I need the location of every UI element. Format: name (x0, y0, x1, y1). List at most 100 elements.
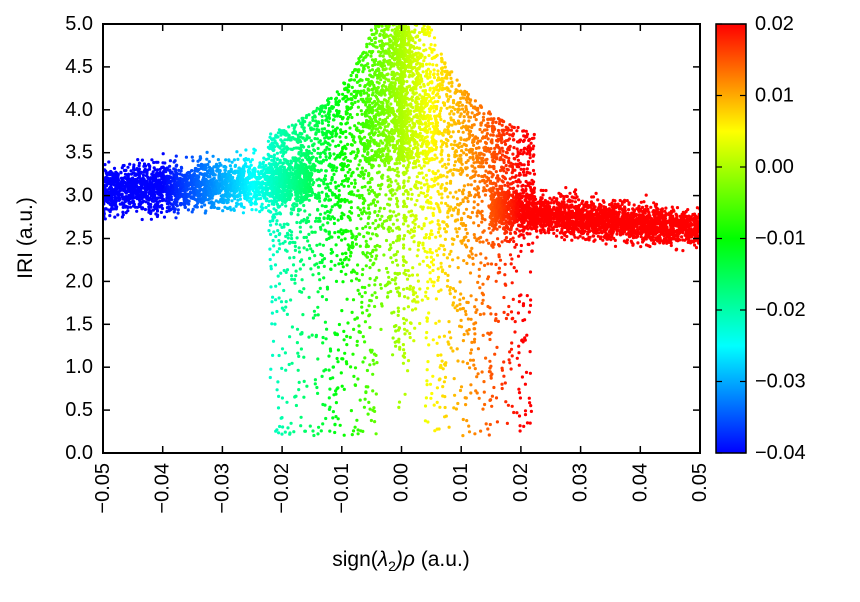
scatter-point (213, 173, 217, 177)
scatter-point (241, 186, 245, 190)
scatter-point (128, 162, 132, 166)
scatter-point (645, 204, 649, 208)
scatter-point (146, 201, 150, 206)
scatter-point (127, 178, 131, 182)
scatter-point (244, 148, 248, 152)
scatter-point (226, 188, 230, 192)
scatter-point (562, 238, 567, 242)
scatter-point (172, 167, 176, 171)
scatter-point (191, 207, 195, 211)
scatter-point (228, 164, 232, 168)
scatter-point (247, 166, 252, 170)
scatter-point (623, 206, 627, 210)
scatter-point (165, 192, 169, 196)
scatter-point (618, 230, 622, 235)
scatter-point (227, 170, 231, 174)
scatter-point (679, 214, 683, 219)
scatter-point (149, 186, 154, 190)
scatter-point (242, 164, 246, 168)
scatter-point (674, 233, 678, 237)
scatter-point (593, 238, 597, 242)
scatter-point (108, 182, 112, 186)
scatter-point (120, 184, 124, 188)
scatter-point (686, 208, 690, 212)
scatter-point (153, 193, 157, 197)
scatter-point (197, 189, 201, 193)
scatter-point (289, 159, 293, 163)
scatter-point (155, 168, 160, 172)
scatter-point (205, 198, 209, 202)
scatter-point (594, 191, 598, 195)
scatter-point (126, 209, 130, 213)
scatter-point (183, 174, 187, 178)
scatter-point (568, 191, 572, 195)
scatter-point (665, 220, 669, 224)
scatter-point (160, 203, 164, 208)
scatter-point (131, 186, 135, 190)
scatter-point (652, 201, 656, 205)
scatter-point (634, 235, 639, 239)
scatter-point (224, 176, 228, 180)
scatter-point (671, 220, 675, 225)
scatter-point (596, 208, 601, 212)
scatter-point (193, 204, 197, 208)
scatter-point (218, 169, 222, 173)
scatter-point (205, 157, 209, 161)
scatter-point (673, 229, 677, 233)
scatter-point (193, 177, 197, 181)
scatter-point (633, 228, 637, 233)
scatter-point (160, 166, 164, 170)
scatter-point (158, 173, 163, 178)
scatter-point (272, 202, 276, 206)
scatter-point (178, 190, 182, 194)
scatter-point (618, 198, 622, 203)
scatter-point (654, 209, 658, 213)
scatter-point (148, 191, 153, 195)
scatter-point (627, 229, 631, 233)
scatter-point (577, 222, 581, 226)
scatter-point (681, 221, 685, 225)
scatter-point (669, 226, 673, 230)
scatter-point (639, 225, 643, 229)
scatter-point (152, 160, 156, 165)
scatter-point (642, 220, 647, 224)
scatter-point (105, 172, 109, 176)
scatter-point (185, 187, 189, 192)
scatter-point (120, 201, 124, 205)
scatter-point (242, 205, 246, 210)
scatter-point (232, 158, 236, 162)
scatter-point (108, 210, 112, 214)
scatter-point (128, 205, 133, 209)
scatter-point (150, 158, 154, 162)
scatter-point (163, 187, 167, 191)
scatter-point (105, 188, 109, 192)
scatter-point (165, 209, 169, 214)
scatter-point (561, 202, 566, 206)
scatter-point (664, 206, 668, 210)
scatter-point (671, 208, 675, 212)
scatter-point (235, 180, 240, 184)
scatter-point (620, 218, 625, 222)
scatter-point (211, 202, 215, 206)
scatter-point (225, 201, 229, 205)
scatter-point (560, 235, 564, 239)
scatter-point (140, 197, 144, 201)
scatter-point (605, 232, 609, 236)
scatter-point (252, 147, 256, 151)
scatter-point (617, 210, 622, 214)
scatter-point (550, 222, 554, 226)
scatter-point (183, 205, 187, 209)
scatter-point (193, 186, 197, 190)
scatter-point (108, 173, 112, 177)
scatter-point (203, 203, 207, 207)
scatter-point (634, 214, 638, 218)
scatter-point (549, 201, 553, 205)
scatter-point (612, 204, 616, 209)
scatter-point (117, 193, 121, 197)
scatter-point (230, 160, 234, 164)
scatter-point (107, 192, 111, 196)
scatter-point (104, 198, 108, 202)
scatter-point (611, 228, 615, 232)
scatter-point (184, 182, 188, 186)
scatter-point (206, 171, 210, 175)
